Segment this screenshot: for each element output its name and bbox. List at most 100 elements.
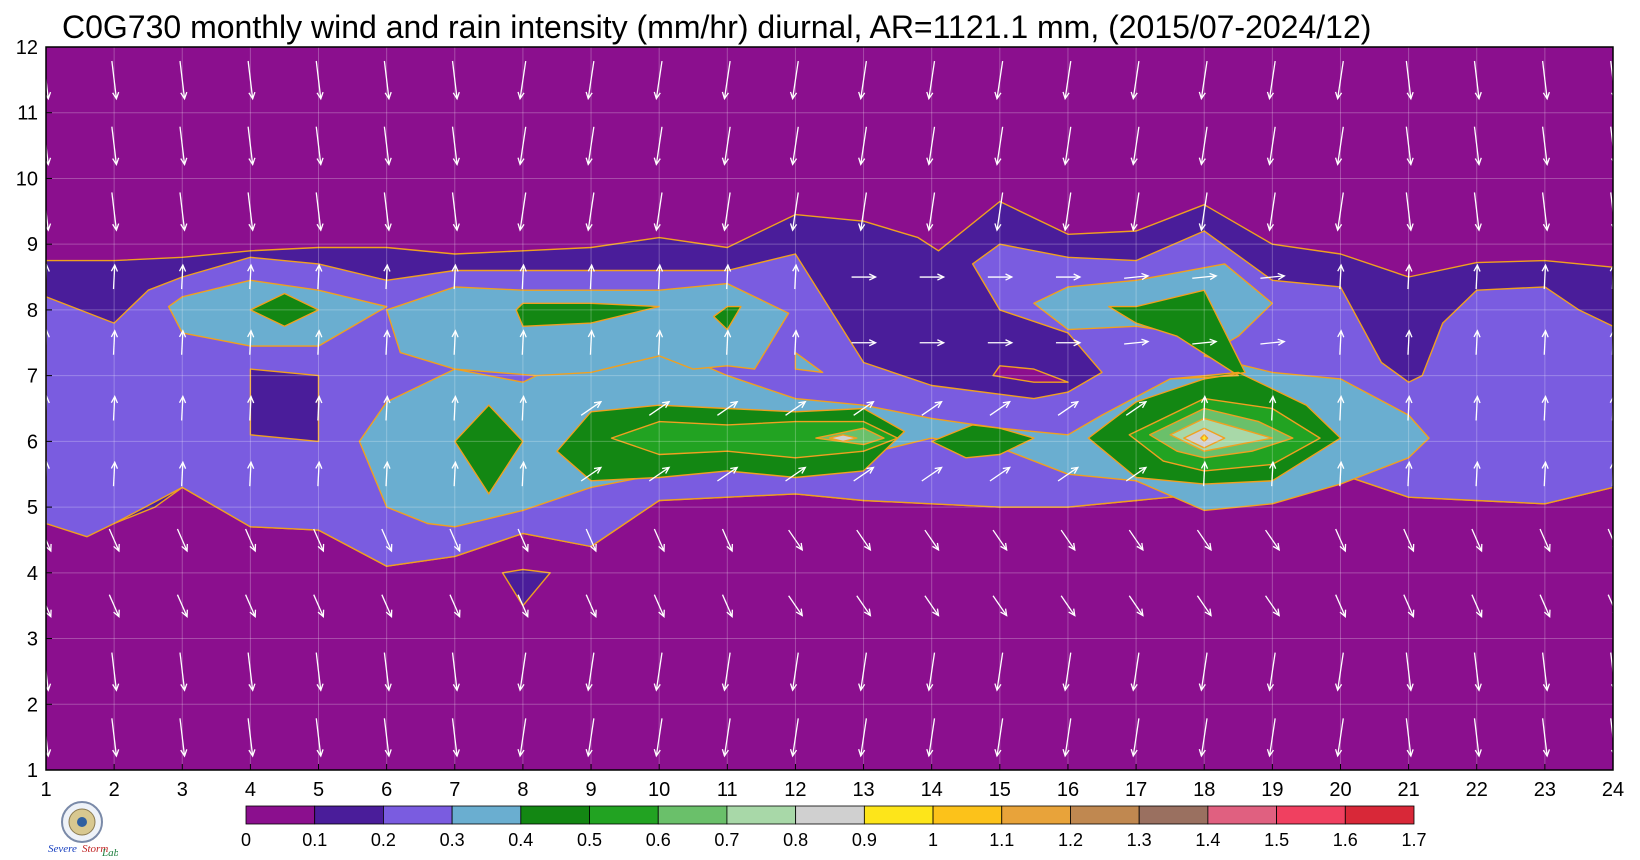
wind-arrow [110, 263, 119, 290]
wind-arrow [1337, 263, 1345, 290]
wind-arrow [853, 400, 875, 416]
colorbar-swatch [1070, 805, 1140, 825]
colorbar-label: 1.6 [1333, 830, 1358, 850]
wind-arrow [789, 126, 799, 166]
wind-arrow [1334, 192, 1344, 232]
wind-arrow [1266, 652, 1276, 692]
wind-arrow [1539, 594, 1551, 619]
wind-arrow [383, 718, 392, 758]
wind-arrow [244, 594, 257, 619]
x-axis-ticks: 1 2 3 4 5 6 7 8 9 10 11 12 13 14 15 16 17 18 19 20 21 22 23 24 [40, 764, 1624, 801]
wind-arrow [994, 192, 1004, 232]
contour-region-21 [992, 365, 1069, 383]
wind-arrow [580, 466, 603, 482]
wind-arrow [653, 594, 665, 619]
svg-text:Storm: Storm [82, 843, 108, 855]
wind-arrow [1473, 460, 1481, 487]
wind-arrow [1124, 272, 1150, 281]
wind-arrow [517, 192, 527, 232]
colorbar-label: 0.5 [577, 830, 602, 850]
wind-arrow [46, 604, 52, 619]
colorbar-swatch [520, 805, 590, 825]
wind-arrow [1335, 594, 1347, 619]
wind-arrow [587, 263, 595, 290]
wind-arrow [381, 594, 393, 619]
wind-arrow [46, 140, 52, 166]
wind-arrow [1334, 718, 1344, 758]
wind-arrow [1266, 60, 1276, 101]
x-tick-label: 20 [1329, 779, 1351, 801]
wind-arrow [721, 718, 731, 758]
colorbar-label: 1.1 [989, 830, 1014, 850]
colorbar-swatch [795, 805, 865, 825]
wind-arrow [517, 652, 527, 692]
wind-arrow [585, 192, 595, 232]
wind-arrow [179, 60, 188, 101]
wind-arrow [519, 395, 527, 421]
wind-arrow [519, 329, 527, 355]
colorbar-swatch [726, 805, 797, 825]
wind-arrow [1057, 400, 1080, 416]
wind-arrow [1125, 400, 1148, 416]
wind-arrow [585, 718, 595, 758]
wind-arrow [449, 528, 461, 553]
wind-arrow [1541, 263, 1549, 290]
wind-arrow [1060, 529, 1076, 552]
wind-arrow [1128, 595, 1144, 617]
wind-arrow [46, 205, 52, 232]
wind-arrow [648, 466, 671, 482]
wind-arrow [858, 652, 868, 692]
wind-arrow [1473, 718, 1482, 758]
wind-arrow [1539, 528, 1551, 553]
wind-arrow [792, 263, 800, 290]
colorbar-swatch [245, 805, 316, 825]
wind-arrow [653, 126, 663, 166]
svg-text:Severe: Severe [48, 843, 77, 855]
wind-arrow [315, 652, 324, 692]
x-tick-label: 8 [517, 779, 528, 801]
contour-regions [46, 200, 1613, 607]
wind-arrow [46, 665, 52, 692]
wind-arrow [383, 192, 392, 232]
colorbar-swatch [1276, 805, 1346, 825]
wind-arrow [580, 400, 603, 416]
colorbar-label: 0 [241, 830, 251, 850]
wind-arrow [1405, 718, 1414, 758]
wind-arrow [1473, 126, 1482, 166]
wind-arrow [517, 60, 527, 101]
wind-arrow [315, 263, 323, 290]
wind-arrow [921, 400, 943, 416]
wind-arrow [926, 718, 936, 758]
wind-arrow [1405, 126, 1414, 166]
wind-arrow [721, 126, 731, 166]
wind-arrow [1405, 329, 1413, 355]
wind-arrow [1198, 652, 1208, 692]
y-tick-label: 10 [16, 168, 38, 190]
wind-arrow [178, 263, 187, 290]
wind-arrow [789, 192, 799, 232]
wind-arrow [1607, 594, 1613, 614]
contour-region-7 [931, 424, 1035, 459]
wind-arrow [313, 594, 325, 619]
wind-arrow [1473, 329, 1481, 355]
wind-arrow [111, 192, 120, 232]
wind-arrow [46, 74, 52, 101]
colorbar-swatch [589, 805, 659, 825]
wind-arrow [1062, 718, 1072, 758]
wind-arrow [655, 329, 664, 355]
wind-arrow [451, 192, 460, 232]
wind-arrow [789, 60, 799, 101]
wind-arrow [789, 718, 799, 758]
wind-arrow [858, 192, 868, 232]
colorbar-swatch [1001, 805, 1071, 825]
wind-arrow [1130, 652, 1140, 692]
wind-arrow [176, 528, 188, 553]
wind-arrow [1541, 192, 1551, 232]
plot-frame [45, 46, 1614, 771]
colorbar-label: 1.5 [1264, 830, 1289, 850]
wind-arrow [721, 528, 734, 553]
wind-arrow [179, 126, 188, 166]
wind-arrow [451, 60, 460, 101]
x-tick-label: 17 [1125, 779, 1147, 801]
